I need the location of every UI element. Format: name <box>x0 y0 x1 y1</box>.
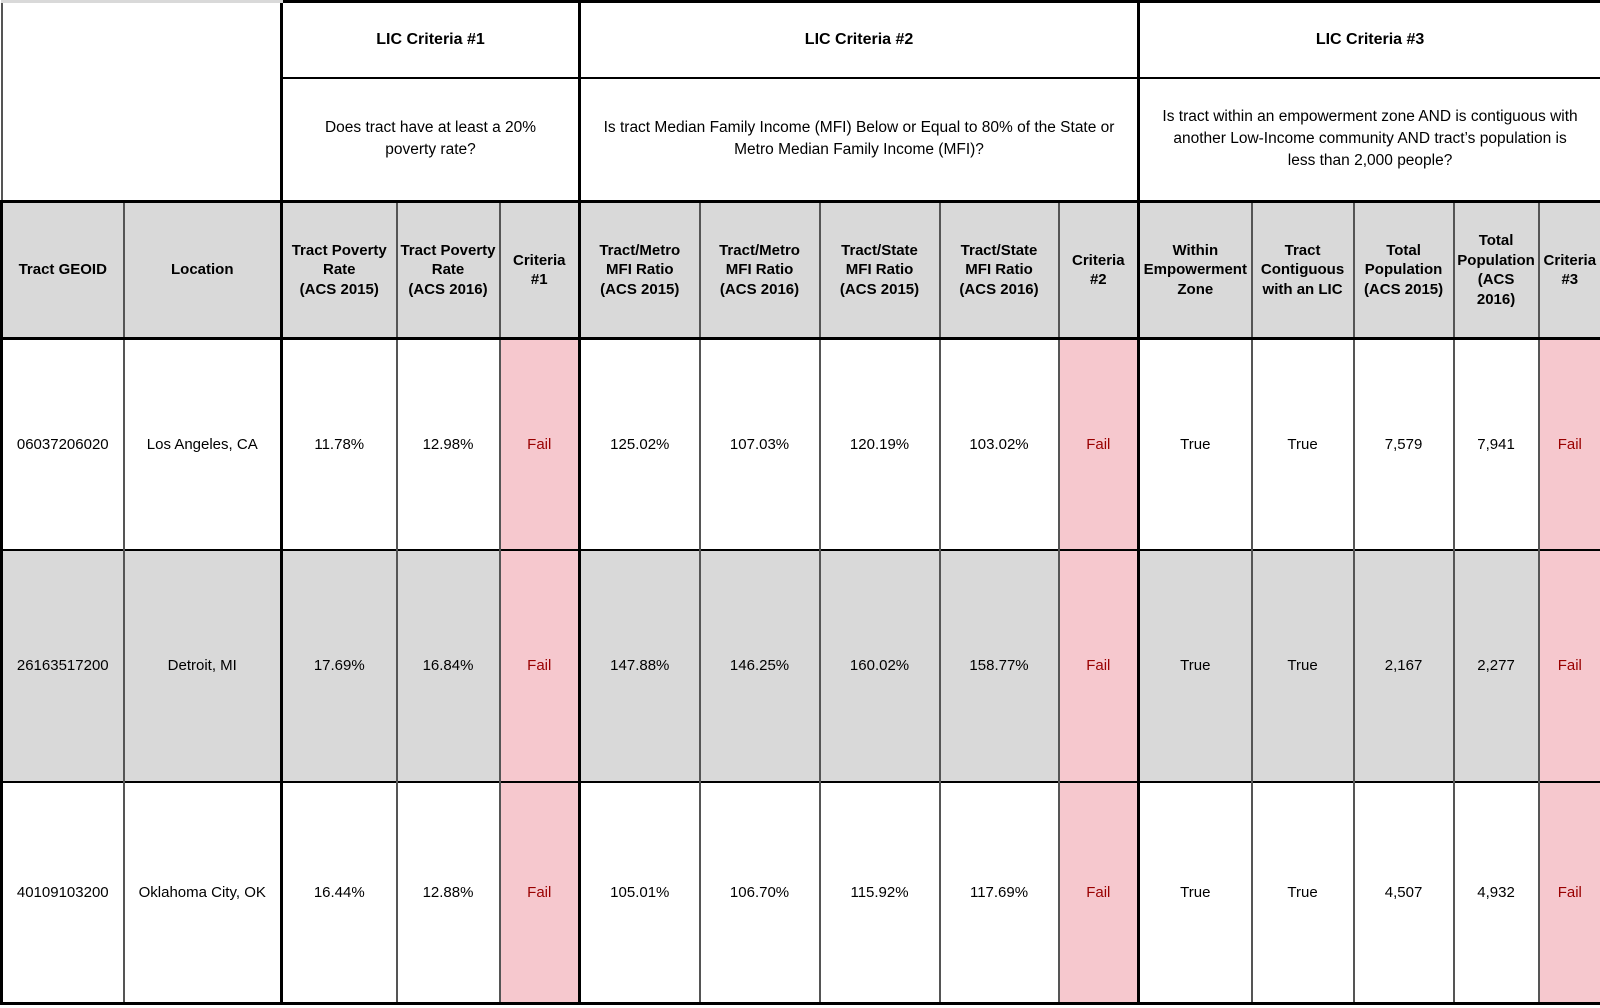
cell-tract-state-mfi-2015: 115.92% <box>818 780 940 1005</box>
cell-tract-state-mfi-2016: 103.02% <box>938 337 1059 550</box>
col-header-tract-geoid: Tract GEOID <box>0 200 124 340</box>
group-title-criteria-2: LIC Criteria #2 <box>578 0 1139 79</box>
cell-location: Detroit, MI <box>122 548 282 782</box>
cell-criteria-3: Fail <box>1537 548 1600 782</box>
cell-criteria-2: Fail <box>1057 780 1139 1005</box>
cell-total-population-2016: 4,932 <box>1452 780 1539 1005</box>
cell-poverty-rate-2015: 16.44% <box>280 780 397 1005</box>
col-header-total-population-2016: Total Population (ACS 2016) <box>1452 200 1539 340</box>
question-criteria-3: Is tract within an empowerment zone AND … <box>1137 77 1600 202</box>
col-header-criteria-1: Criteria #1 <box>498 200 580 340</box>
cell-total-population-2015: 7,579 <box>1352 337 1454 550</box>
cell-total-population-2016: 2,277 <box>1452 548 1539 782</box>
cell-total-population-2015: 2,167 <box>1352 548 1454 782</box>
col-header-total-population-2015: Total Population (ACS 2015) <box>1352 200 1454 340</box>
cell-within-empowerment-zone: True <box>1137 337 1252 550</box>
cell-tract-metro-mfi-2015: 125.02% <box>578 337 700 550</box>
cell-criteria-2: Fail <box>1057 548 1139 782</box>
group-title-row: LIC Criteria #1 LIC Criteria #2 LIC Crit… <box>0 0 1600 202</box>
cell-criteria-3: Fail <box>1537 780 1600 1005</box>
cell-criteria-1: Fail <box>498 337 580 550</box>
col-header-location: Location <box>122 200 282 340</box>
col-header-poverty-rate-2015: Tract Poverty Rate (ACS 2015) <box>280 200 397 340</box>
cell-within-empowerment-zone: True <box>1137 780 1252 1005</box>
cell-tract-state-mfi-2015: 160.02% <box>818 548 940 782</box>
cell-tract-state-mfi-2016: 117.69% <box>938 780 1059 1005</box>
col-header-criteria-2: Criteria #2 <box>1057 200 1139 340</box>
col-header-tract-metro-mfi-2016: Tract/Metro MFI Ratio (ACS 2016) <box>698 200 820 340</box>
col-header-criteria-3: Criteria #3 <box>1537 200 1600 340</box>
cell-total-population-2016: 7,941 <box>1452 337 1539 550</box>
cell-tract-state-mfi-2016: 158.77% <box>938 548 1059 782</box>
cell-total-population-2015: 4,507 <box>1352 780 1454 1005</box>
cell-poverty-rate-2016: 12.88% <box>395 780 500 1005</box>
cell-criteria-2: Fail <box>1057 337 1139 550</box>
cell-location: Los Angeles, CA <box>122 337 282 550</box>
col-header-tract-state-mfi-2016: Tract/State MFI Ratio (ACS 2016) <box>938 200 1059 340</box>
cell-poverty-rate-2015: 17.69% <box>280 548 397 782</box>
cell-criteria-1: Fail <box>498 780 580 1005</box>
cell-tract-geoid: 26163517200 <box>0 548 124 782</box>
cell-poverty-rate-2016: 12.98% <box>395 337 500 550</box>
cell-poverty-rate-2015: 11.78% <box>280 337 397 550</box>
cell-tract-metro-mfi-2016: 146.25% <box>698 548 820 782</box>
group-title-criteria-1: LIC Criteria #1 <box>279 0 580 79</box>
cell-criteria-3: Fail <box>1537 337 1600 550</box>
cell-tract-state-mfi-2015: 120.19% <box>818 337 940 550</box>
table-row: 26163517200 Detroit, MI 17.69% 16.84% Fa… <box>0 548 1600 782</box>
question-criteria-1: Does tract have at least a 20% poverty r… <box>279 77 580 202</box>
question-criteria-2: Is tract Median Family Income (MFI) Belo… <box>578 77 1139 202</box>
table-row: 40109103200 Oklahoma City, OK 16.44% 12.… <box>0 780 1600 1005</box>
blank-corner-cell <box>0 0 282 202</box>
cell-tract-contiguous-lic: True <box>1250 337 1354 550</box>
cell-location: Oklahoma City, OK <box>122 780 282 1005</box>
cell-criteria-1: Fail <box>498 548 580 782</box>
col-header-tract-state-mfi-2015: Tract/State MFI Ratio (ACS 2015) <box>818 200 940 340</box>
table-row: 06037206020 Los Angeles, CA 11.78% 12.98… <box>0 337 1600 550</box>
column-header-row: Tract GEOID Location Tract Poverty Rate … <box>0 200 1600 340</box>
cell-tract-metro-mfi-2015: 105.01% <box>578 780 700 1005</box>
cell-within-empowerment-zone: True <box>1137 548 1252 782</box>
cell-tract-geoid: 40109103200 <box>0 780 124 1005</box>
cell-tract-geoid: 06037206020 <box>0 337 124 550</box>
col-header-tract-metro-mfi-2015: Tract/Metro MFI Ratio (ACS 2015) <box>578 200 700 340</box>
cell-poverty-rate-2016: 16.84% <box>395 548 500 782</box>
cell-tract-metro-mfi-2016: 107.03% <box>698 337 820 550</box>
cell-tract-metro-mfi-2015: 147.88% <box>578 548 700 782</box>
col-header-tract-contiguous-lic: Tract Contiguous with an LIC <box>1250 200 1354 340</box>
group-title-criteria-3: LIC Criteria #3 <box>1137 0 1600 79</box>
cell-tract-metro-mfi-2016: 106.70% <box>698 780 820 1005</box>
cell-tract-contiguous-lic: True <box>1250 548 1354 782</box>
col-header-poverty-rate-2016: Tract Poverty Rate (ACS 2016) <box>395 200 500 340</box>
cell-tract-contiguous-lic: True <box>1250 780 1354 1005</box>
col-header-within-empowerment-zone: Within Empowerment Zone <box>1137 200 1252 340</box>
group-question-row: Does tract have at least a 20% poverty r… <box>2 77 1600 202</box>
